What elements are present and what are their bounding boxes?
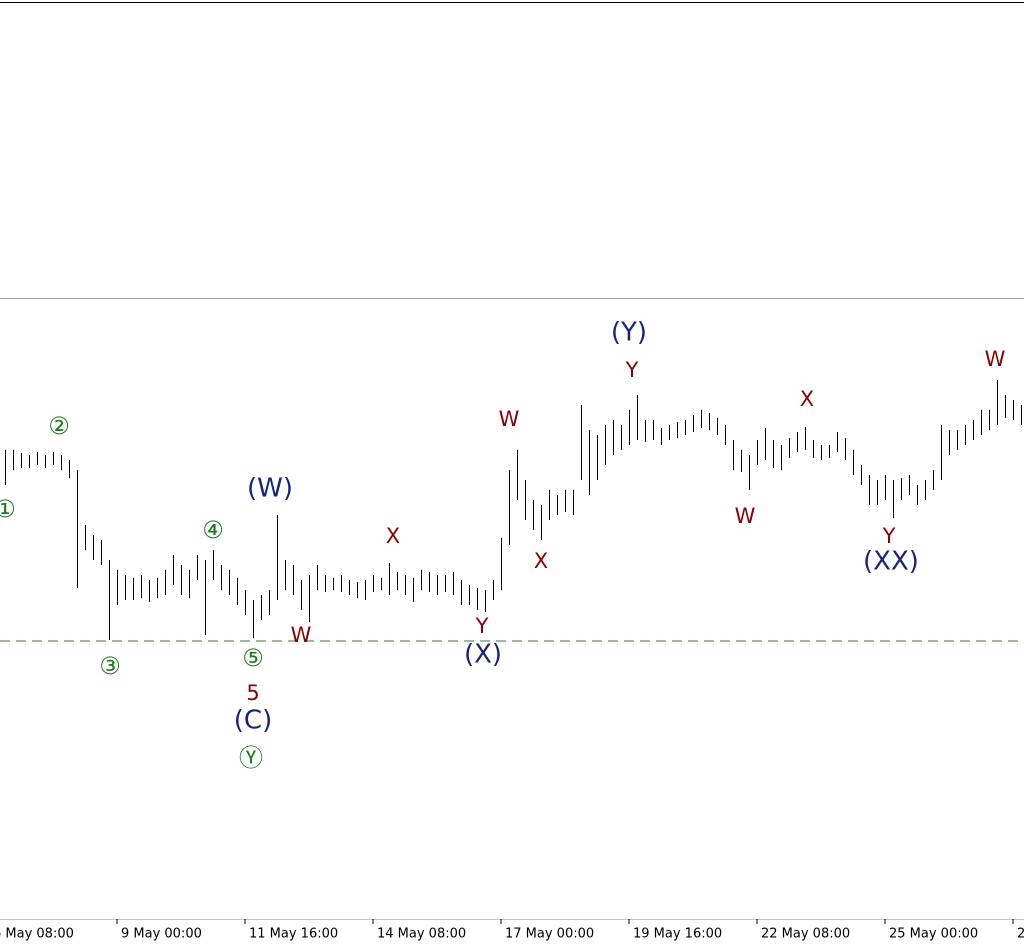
wave-label: ⑤ — [242, 644, 264, 672]
wave-label: ③ — [99, 652, 121, 680]
wave-label: ④ — [202, 516, 224, 544]
wave-label: X — [800, 387, 814, 411]
wave-label: 5 — [246, 681, 259, 705]
wave-label: X — [534, 549, 548, 573]
x-tick-label: 11 May 16:00 — [249, 927, 338, 942]
wave-label: W — [985, 347, 1006, 371]
wave-label: (X) — [464, 640, 502, 670]
wave-label: (W) — [247, 474, 293, 504]
wave-label: W — [735, 504, 756, 528]
x-tick-label: 22 May 08:00 — [761, 927, 850, 942]
x-tick-label: 17 May 00:00 — [505, 927, 594, 942]
x-tick-label: 6 May 08:00 — [0, 927, 74, 942]
wave-label: W — [499, 407, 520, 431]
x-tick-label: 14 May 08:00 — [377, 927, 466, 942]
wave-label: (XX) — [863, 547, 919, 577]
x-tick-label: 9 May 00:00 — [121, 927, 202, 942]
wave-label: W — [291, 623, 312, 647]
x-tick-label: 19 May 16:00 — [633, 927, 722, 942]
x-tick-label: 27 May 16:00 — [1017, 927, 1024, 942]
wave-label: Y — [475, 614, 489, 638]
wave-label: ② — [48, 412, 70, 440]
wave-label: (C) — [234, 706, 272, 736]
wave-label: Ⓨ — [239, 744, 263, 772]
wave-label: Y — [625, 358, 639, 382]
wave-label: (Y) — [611, 318, 647, 348]
wave-label: ① — [0, 495, 16, 523]
wave-label: X — [386, 524, 400, 548]
wave-label: Y — [882, 524, 896, 548]
x-tick-label: 25 May 00:00 — [889, 927, 978, 942]
